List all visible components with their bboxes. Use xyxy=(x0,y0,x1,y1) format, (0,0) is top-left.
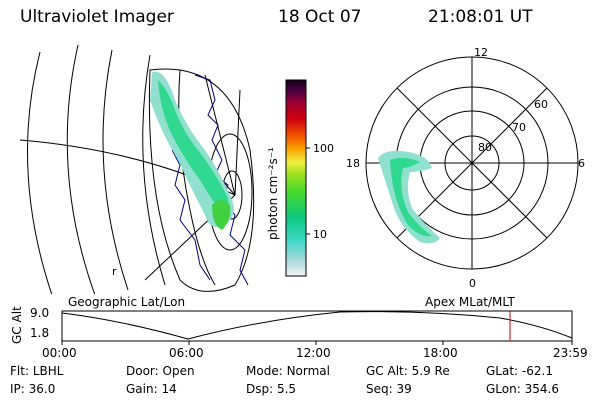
polar-panel-label: Apex MLat/MLT xyxy=(425,295,515,309)
footer-dsp: Dsp: 5.5 xyxy=(246,382,297,396)
geographic-map xyxy=(19,44,255,294)
lat-label-80: 80 xyxy=(478,141,492,154)
footer-mode: Mode: Normal xyxy=(246,364,330,378)
lat-arc xyxy=(27,51,53,294)
lat-label-70: 70 xyxy=(512,121,526,134)
footer-ip: IP: 36.0 xyxy=(10,382,56,396)
polar-plot xyxy=(365,56,579,270)
lat-label-60: 60 xyxy=(534,98,548,111)
colorbar-tick-10: 10 xyxy=(313,228,327,241)
mlt-label-18: 18 xyxy=(346,157,360,170)
footer-glat: GLat: -62.1 xyxy=(486,364,553,378)
mlt-label-0: 0 xyxy=(469,277,476,290)
timeline-ytick-low: 1.8 xyxy=(30,326,50,340)
footer-glon: GLon: 354.6 xyxy=(486,382,559,396)
geo-panel-label: Geographic Lat/Lon xyxy=(68,295,186,309)
lat-arc xyxy=(142,54,166,286)
orbit-altitude-curve xyxy=(61,311,573,340)
meridian xyxy=(234,89,241,196)
instrument-title: Ultraviolet Imager xyxy=(20,7,174,27)
geo-mark: r xyxy=(112,265,117,278)
footer-gain: Gain: 14 xyxy=(126,382,177,396)
timeline-xtick: 12:00 xyxy=(296,346,331,360)
earth-limb xyxy=(148,68,255,292)
mlt-label-12: 12 xyxy=(474,46,488,59)
date-label: 18 Oct 07 xyxy=(278,7,362,27)
lat-arc xyxy=(102,49,129,291)
lat-arc xyxy=(178,69,216,286)
timeline-xtick: 00:00 xyxy=(42,346,77,360)
mlt-label-6: 6 xyxy=(578,157,585,170)
lat-arc xyxy=(66,44,96,294)
colorbar xyxy=(285,79,307,277)
coastline xyxy=(171,149,211,281)
meridian xyxy=(204,74,236,196)
orbit-timeline xyxy=(61,310,573,345)
timeline-xtick: 06:00 xyxy=(169,346,204,360)
timeline-ylabel: GC Alt xyxy=(10,306,24,344)
footer-flt: Flt: LBHL xyxy=(10,364,64,378)
timeline-xtick: 23:59 xyxy=(553,346,588,360)
aurora-peak xyxy=(212,200,231,230)
colorbar-tick-100: 100 xyxy=(313,142,334,155)
footer-gc-alt: GC Alt: 5.9 Re xyxy=(366,364,450,378)
timeline-xtick: 18:00 xyxy=(423,346,458,360)
time-label: 21:08:01 UT xyxy=(428,7,533,27)
footer-seq: Seq: 39 xyxy=(366,382,412,396)
colorbar-unit-label: photon cm⁻²s⁻¹ xyxy=(266,147,280,240)
polar-diag xyxy=(396,87,548,239)
timeline-ytick-high: 9.0 xyxy=(30,306,50,320)
polar-aurora xyxy=(378,150,440,244)
footer-door: Door: Open xyxy=(126,364,195,378)
aurora-core xyxy=(158,80,229,214)
